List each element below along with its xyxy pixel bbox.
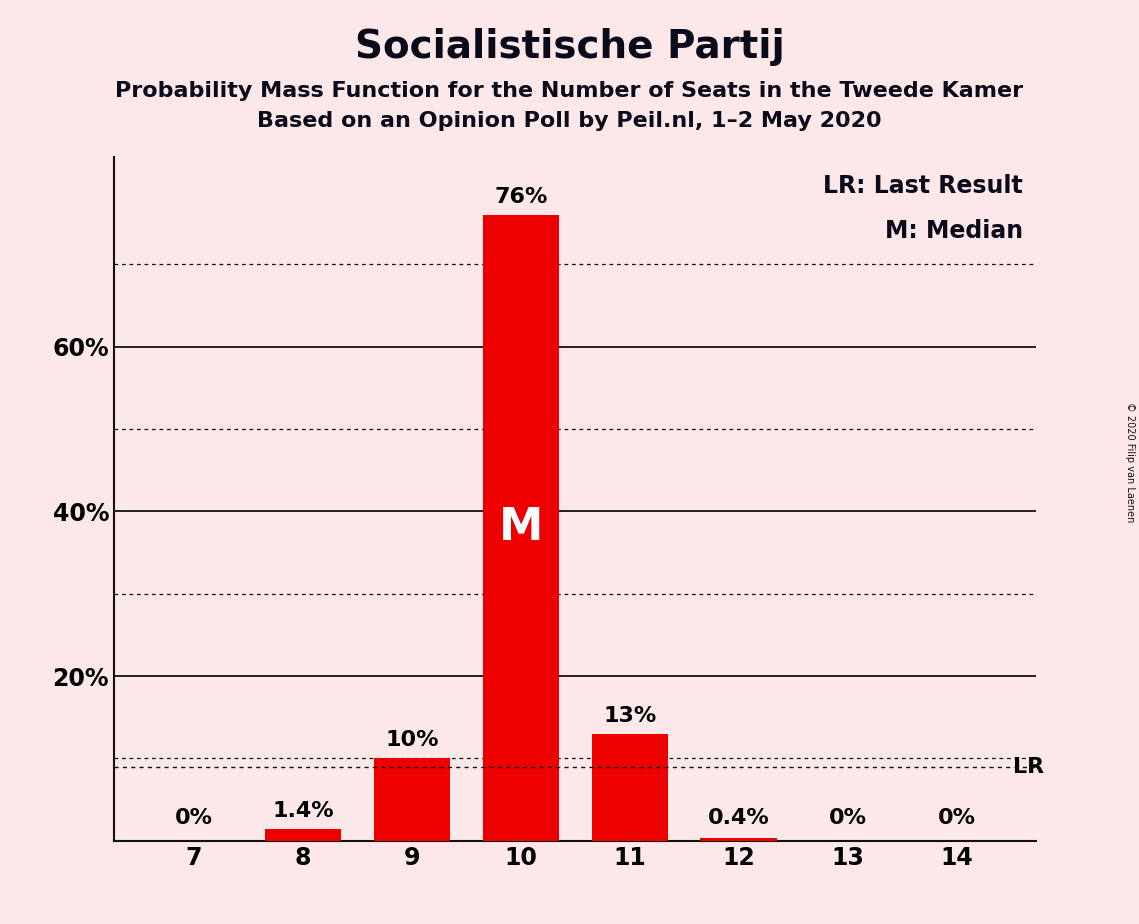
Text: 0.4%: 0.4% (707, 808, 770, 829)
Text: LR: Last Result: LR: Last Result (822, 175, 1023, 198)
Text: © 2020 Filip van Laenen: © 2020 Filip van Laenen (1125, 402, 1134, 522)
Text: Probability Mass Function for the Number of Seats in the Tweede Kamer: Probability Mass Function for the Number… (115, 81, 1024, 102)
Text: 10%: 10% (385, 730, 439, 750)
Bar (374, 759, 450, 841)
Text: 0%: 0% (175, 808, 213, 829)
Text: 13%: 13% (603, 706, 656, 725)
Text: Socialistische Partij: Socialistische Partij (354, 28, 785, 66)
Text: M: M (499, 506, 543, 549)
Bar (483, 214, 559, 841)
Text: 1.4%: 1.4% (272, 801, 334, 821)
Bar (264, 830, 341, 841)
Text: M: Median: M: Median (885, 219, 1023, 243)
Text: Based on an Opinion Poll by Peil.nl, 1–2 May 2020: Based on an Opinion Poll by Peil.nl, 1–2… (257, 111, 882, 131)
Text: 0%: 0% (828, 808, 867, 829)
Bar (700, 837, 777, 841)
Text: 76%: 76% (494, 187, 548, 206)
Text: LR: LR (1013, 757, 1044, 777)
Text: 0%: 0% (937, 808, 975, 829)
Bar (591, 734, 667, 841)
